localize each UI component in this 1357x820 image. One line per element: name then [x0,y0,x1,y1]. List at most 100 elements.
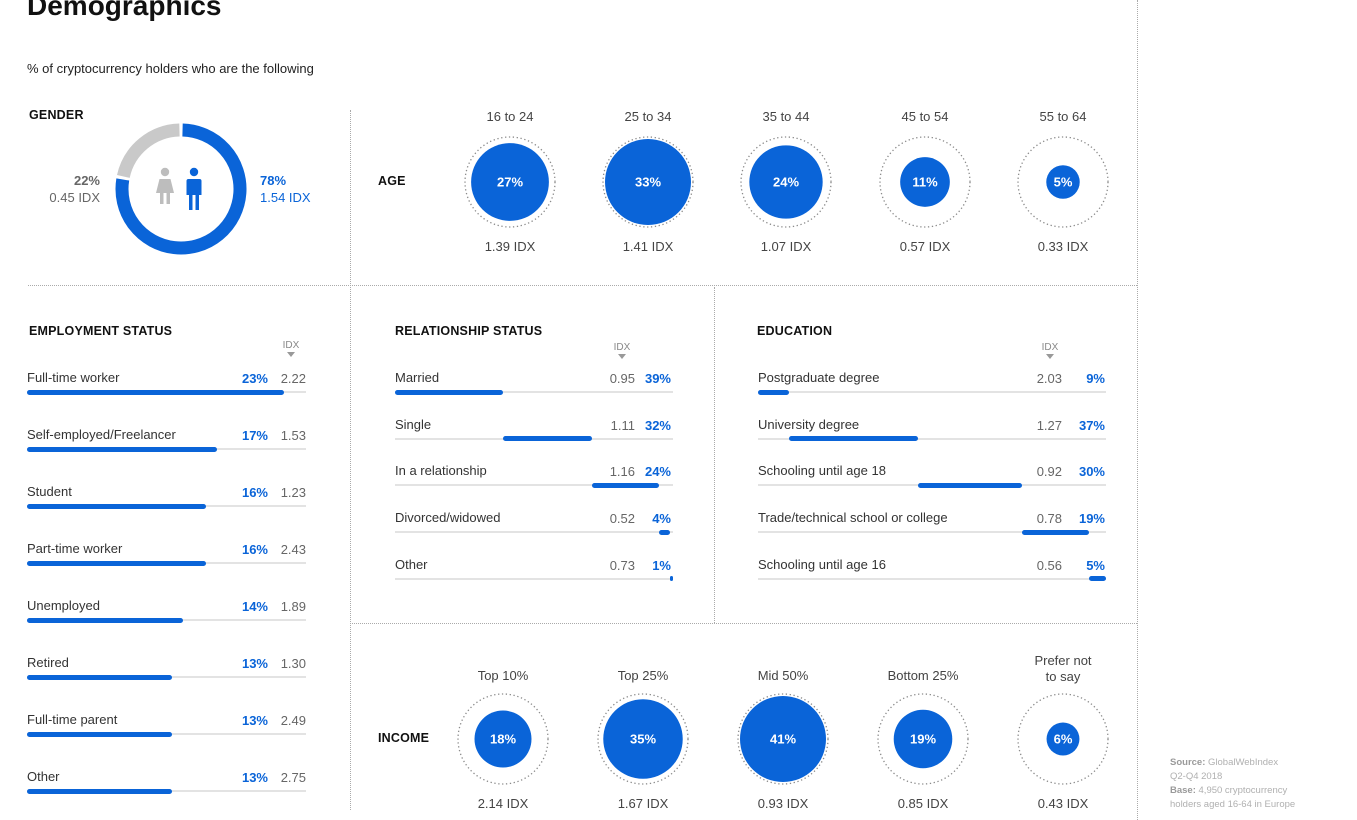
education-rows-idx-3: 0.78 [1036,511,1062,527]
bubble-value-label: 27% [497,175,523,190]
bubble-value-mark [749,145,823,219]
bubble-value-label: 5% [1054,175,1073,190]
employment-rows-pct-2: 16% [241,485,268,500]
relationship-rows-idx-4: 0.73 [609,557,635,573]
income-row-bubble-3: 19% [877,693,969,785]
employment-heading: EMPLOYMENT STATUS [29,324,173,338]
relationship-rows-idx-2: 1.16 [609,464,635,480]
bubble-value-label: 6% [1054,732,1073,747]
education-rows-pct-3: 19% [1078,511,1105,527]
relationship-rows-pct-2: 24% [644,464,671,480]
age-row-idx-2: 1.07 IDX [760,239,812,254]
income-row-category-1: Top 25% [617,668,669,683]
top-row-divider [28,285,1137,286]
bubble-value-mark [900,157,950,207]
female-icon [156,167,174,204]
income-row-idx-3: 0.85 IDX [897,796,949,811]
bubble-value-label: 33% [635,175,661,190]
relationship-rows-track-3 [395,529,673,535]
bubble-value-label: 41% [770,732,796,747]
age-row-bubble-2: 24% [740,136,832,228]
bubble-outline [602,136,694,228]
employment-rows-track-7 [27,788,306,794]
education-rows-idx-4: 0.56 [1036,557,1062,573]
employment-rows-label-1: Self-employed/Freelancer [27,427,176,442]
bubble-outline [737,693,829,785]
employment-rows-track-2 [27,503,306,509]
employment-rows-label-0: Full-time worker [27,370,120,385]
middle-column-divider [714,287,715,623]
bubble-outline [464,136,556,228]
bubble-outline [457,693,549,785]
bubble-outline [879,136,971,228]
age-row-category-2: 35 to 44 [762,109,810,124]
education-rows-label-4: Schooling until age 16 [758,556,886,572]
age-row-bubble-0: 27% [464,136,556,228]
income-row-idx-0: 2.14 IDX [477,796,529,811]
employment-rows-bar-2 [27,503,206,509]
employment-rows-track-5 [27,674,306,680]
education-rows-bar-4 [1088,576,1106,582]
relationship-rows-idx-1: 1.11 [610,417,635,433]
right-divider [1137,0,1138,820]
relationship-rows-idx-3: 0.52 [609,511,635,527]
education-rows-track-2 [758,482,1106,488]
age-row-idx-4: 0.33 IDX [1037,239,1089,254]
bubble-value-label: 19% [910,732,936,747]
bubble-value-mark [603,699,683,779]
income-row-idx-1: 1.67 IDX [617,796,669,811]
income-heading: INCOME [378,731,430,745]
gender-heading: GENDER [29,108,84,122]
education-rows-bar-0 [758,389,790,395]
income-row-category-0: Top 10% [477,668,529,683]
age-row-bubble-1: 33% [602,136,694,228]
age-row-category-0: 16 to 24 [486,109,534,124]
gender-donut [115,123,247,255]
employment-rows-label-5: Retired [27,655,69,670]
relationship-rows-label-4: Other [395,556,428,572]
education-rows-pct-4: 5% [1086,557,1105,573]
age-row-category-3: 45 to 54 [901,109,949,124]
education-rows-bar-3 [1022,529,1089,535]
income-row-category-2: Mid 50% [757,668,809,683]
employment-rows-idx-1: 1.53 [280,428,306,443]
employment-rows-track-3 [27,560,306,566]
education-rows-track-3 [758,529,1106,535]
employment-rows-pct-1: 17% [241,428,268,443]
relationship-rows-bar-0 [395,389,504,395]
employment-rows-idx-3: 2.43 [280,542,306,557]
relationship-rows-track-4 [395,576,673,582]
relationship-rows-label-1: Single [395,416,432,432]
education-rows-track-1 [758,436,1106,442]
education-rows-label-0: Postgraduate degree [758,370,880,385]
age-row-idx-0: 1.39 IDX [484,239,536,254]
employment-idx-header: IDX [276,340,306,357]
age-row-category-1: 25 to 34 [624,109,672,124]
relationship-rows-idx-0: 0.95 [609,371,635,386]
bubble-outline [740,136,832,228]
bubble-value-mark [474,710,532,768]
relationship-rows-bar-1 [503,436,593,442]
male-idx: 1.54 IDX [260,190,311,205]
employment-rows-pct-5: 13% [241,656,268,671]
employment-rows-bar-3 [27,560,206,566]
relationship-rows-pct-1: 32% [644,417,671,433]
income-row-bubble-0: 18% [457,693,549,785]
relationship-heading: RELATIONSHIP STATUS [395,324,543,338]
income-row-category-3: Bottom 25% [887,668,959,683]
relationship-rows-bar-3 [659,529,671,535]
relationship-rows-track-1 [395,436,673,442]
income-row-idx-2: 0.93 IDX [757,796,809,811]
employment-rows-bar-5 [27,674,173,680]
education-rows-label-3: Trade/technical school or college [758,510,948,526]
employment-rows-label-6: Full-time parent [27,712,118,727]
relationship-rows-bar-4 [670,576,673,582]
bubble-value-label: 18% [490,732,516,747]
employment-rows-label-7: Other [27,769,60,784]
income-divider [350,623,1137,624]
education-rows-idx-1: 1.27 [1036,417,1062,433]
education-rows-pct-0: 9% [1086,371,1105,386]
bubble-value-mark [605,139,691,225]
employment-rows-label-4: Unemployed [27,598,100,613]
relationship-rows-track-2 [395,482,673,488]
